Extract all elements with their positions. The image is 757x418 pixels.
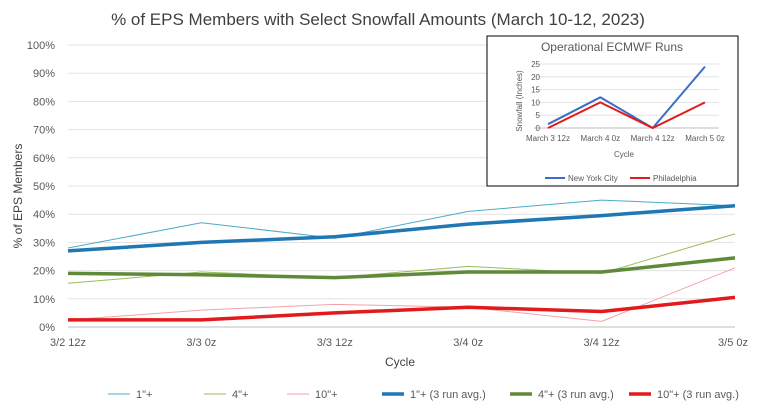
main-x-tick-label: 3/2 12z xyxy=(50,337,86,349)
main-legend-label: 10"+ xyxy=(315,389,338,401)
main-x-tick-label: 3/4 12z xyxy=(584,337,620,349)
main-x-tick-labels: 3/2 12z 3/3 0z 3/3 12z 3/4 0z 3/4 12z 3/5 0z xyxy=(50,337,748,349)
main-y-tick-label: 40% xyxy=(33,209,55,221)
main-y-tick-label: 0% xyxy=(39,322,55,334)
inset-y-axis-title: Snowfall (Inches) xyxy=(515,70,524,132)
inset-x-tick-label: March 4 0z xyxy=(581,134,621,143)
main-y-tick-label: 80% xyxy=(33,96,55,108)
main-x-tick-label: 3/5 0z xyxy=(718,337,748,349)
inset-x-tick-labels: March 3 12z March 4 0z March 4 12z March 5 … xyxy=(526,134,725,143)
main-y-tick-label: 20% xyxy=(33,266,55,278)
main-series-line-4 xyxy=(67,203,736,253)
inset-series-lines xyxy=(547,65,706,129)
inset-y-tick-label: 10 xyxy=(531,98,540,107)
main-series-line-5 xyxy=(67,256,736,280)
main-legend-label: 4"+ xyxy=(232,389,248,401)
main-series-lines xyxy=(67,199,736,322)
main-x-tick-label: 3/3 12z xyxy=(317,337,353,349)
main-y-tick-label: 60% xyxy=(33,153,55,165)
main-x-tick-label: 3/4 0z xyxy=(453,337,483,349)
inset-y-tick-labels: 0 5 10 15 20 25 xyxy=(531,60,540,133)
inset-chart-title: Operational ECMWF Runs xyxy=(541,40,683,54)
inset-y-tick-label: 25 xyxy=(531,60,540,69)
main-x-tick-label: 3/3 0z xyxy=(186,337,216,349)
main-y-tick-label: 70% xyxy=(33,125,55,137)
inset-series-line-2 xyxy=(547,101,706,129)
main-x-axis-title: Cycle xyxy=(385,355,415,369)
main-legend-label: 1"+ (3 run avg.) xyxy=(410,389,486,401)
inset-legend: New York City Philadelphia xyxy=(545,174,697,183)
main-series-line-3 xyxy=(67,267,736,322)
main-y-axis-title: % of EPS Members xyxy=(11,144,25,249)
inset-legend-label: Philadelphia xyxy=(653,174,697,183)
inset-legend-label: New York City xyxy=(568,174,618,183)
inset-y-tick-label: 5 xyxy=(536,111,541,120)
main-y-tick-label: 30% xyxy=(33,237,55,249)
inset-series-line-1 xyxy=(547,65,706,129)
main-y-tick-labels: 0% 10% 20% 30% 40% 50% 60% 70% 80% 90% 100% xyxy=(27,40,55,334)
inset-x-tick-label: March 3 12z xyxy=(526,134,570,143)
inset-x-tick-label: March 4 12z xyxy=(631,134,675,143)
main-y-tick-label: 50% xyxy=(33,181,55,193)
inset-chart: Operational ECMWF Runs 0 5 10 15 20 25 March … xyxy=(486,35,739,187)
main-chart-title: % of EPS Members with Select Snowfall Am… xyxy=(111,10,645,29)
main-legend-label: 10"+ (3 run avg.) xyxy=(657,389,739,401)
inset-x-axis-title: Cycle xyxy=(614,150,635,159)
inset-y-tick-label: 15 xyxy=(531,86,540,95)
main-legend: 1"+ 4"+ 10"+ 1"+ (3 run avg.) 4"+ (3 run avg… xyxy=(108,389,739,401)
main-series-line-6 xyxy=(68,295,736,322)
inset-chart-frame xyxy=(486,35,739,187)
main-y-tick-label: 90% xyxy=(33,68,55,80)
main-legend-label: 4"+ (3 run avg.) xyxy=(538,389,614,401)
inset-x-tick-label: March 5 0z xyxy=(685,134,725,143)
main-series-line-1 xyxy=(67,199,736,249)
main-legend-label: 1"+ xyxy=(136,389,152,401)
inset-y-tick-label: 20 xyxy=(531,73,540,82)
main-y-tick-label: 100% xyxy=(27,40,55,52)
main-y-tick-label: 10% xyxy=(33,294,55,306)
inset-y-tick-label: 0 xyxy=(536,124,541,133)
